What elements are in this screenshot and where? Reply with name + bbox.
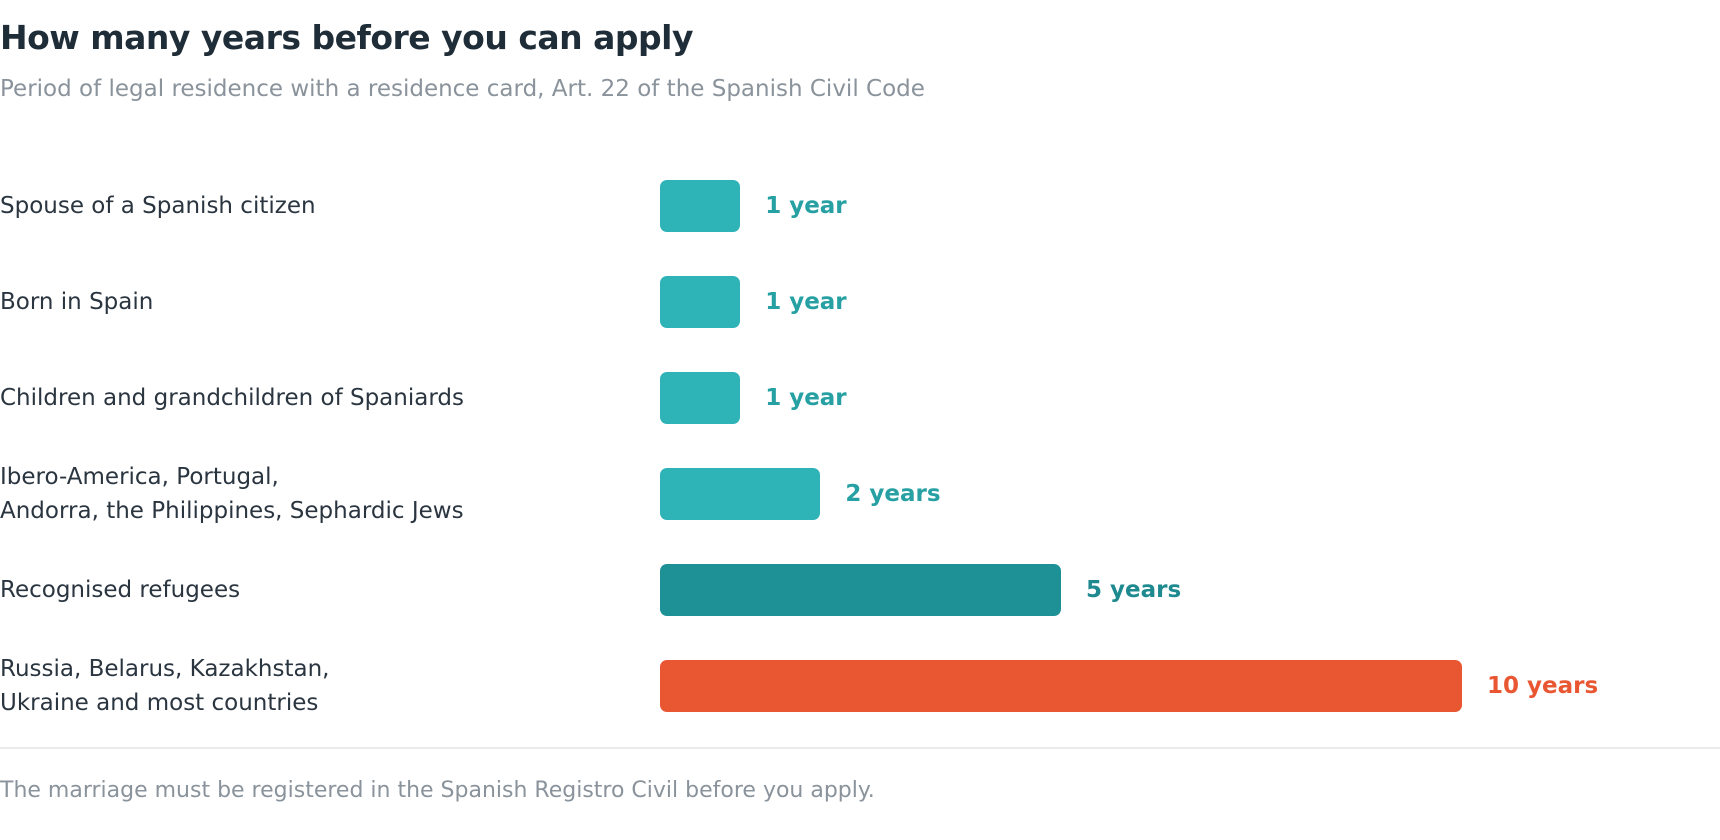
bar	[660, 468, 821, 520]
value-label: 1 year	[765, 193, 847, 219]
value-label: 2 years	[845, 481, 941, 507]
category-label: Russia, Belarus, Kazakhstan, Ukraine and…	[0, 656, 330, 716]
bar-row: Recognised refugees 5 years	[0, 542, 1720, 638]
value-label: 1 year	[765, 289, 847, 315]
chart-title: How many years before you can apply	[0, 18, 693, 57]
bar	[660, 660, 1462, 712]
value-label: 10 years	[1487, 673, 1599, 699]
category-label: Ibero-America, Portugal, Andorra, the Ph…	[0, 464, 464, 524]
divider	[0, 747, 1720, 749]
category-label: Born in Spain	[0, 289, 154, 315]
footnote: The marriage must be registered in the S…	[0, 778, 875, 803]
bar-row: Ibero-America, Portugal, Andorra, the Ph…	[0, 446, 1720, 542]
category-label: Recognised refugees	[0, 577, 241, 603]
bar-chart: Spouse of a Spanish citizen 1 year Born in…	[0, 158, 1720, 718]
bar	[660, 180, 741, 232]
bar	[660, 564, 1061, 616]
bar	[660, 276, 741, 328]
category-label: Children and grandchildren of Spaniards	[0, 385, 464, 411]
value-label: 1 year	[765, 385, 847, 411]
bar-row: Children and grandchildren of Spaniards 1…	[0, 350, 1720, 446]
bar	[660, 372, 741, 424]
bar-row: Spouse of a Spanish citizen 1 year	[0, 158, 1720, 254]
chart-subtitle: Period of legal residence with a residen…	[0, 76, 925, 102]
bar-row: Born in Spain 1 year	[0, 254, 1720, 350]
value-label: 5 years	[1086, 577, 1182, 603]
category-label: Spouse of a Spanish citizen	[0, 193, 316, 219]
bar-row: Russia, Belarus, Kazakhstan, Ukraine and…	[0, 638, 1720, 734]
